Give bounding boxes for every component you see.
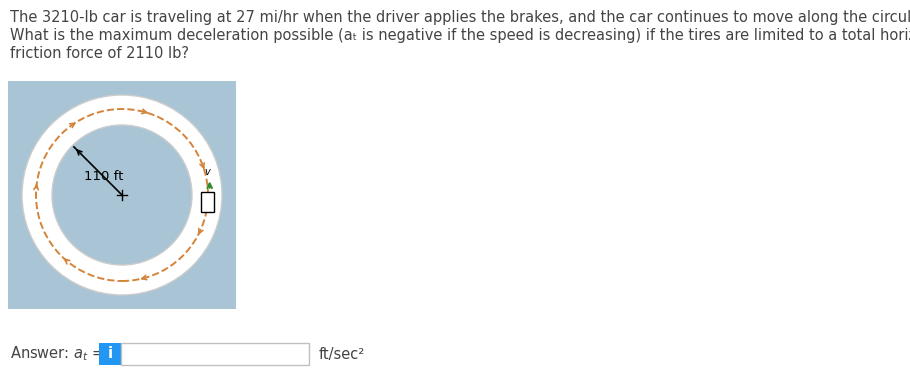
Text: i: i — [107, 346, 113, 361]
Bar — [99, 343, 121, 365]
Bar — [121, 343, 309, 365]
Text: What is the maximum deceleration possible (aₜ is negative if the speed is decrea: What is the maximum deceleration possibl… — [10, 28, 910, 43]
Text: v: v — [205, 167, 210, 177]
Text: The 3210-lb car is traveling at 27 mi/hr when the driver applies the brakes, and: The 3210-lb car is traveling at 27 mi/hr… — [10, 10, 910, 25]
Bar — [8, 81, 236, 309]
Text: friction force of 2110 lb?: friction force of 2110 lb? — [10, 46, 189, 61]
Text: ft/sec²: ft/sec² — [319, 346, 365, 361]
Text: 110 ft: 110 ft — [84, 170, 124, 184]
Bar — [201, 192, 214, 212]
Text: Answer: $a_t$ =: Answer: $a_t$ = — [10, 345, 104, 363]
Circle shape — [22, 95, 222, 295]
Circle shape — [52, 125, 192, 265]
